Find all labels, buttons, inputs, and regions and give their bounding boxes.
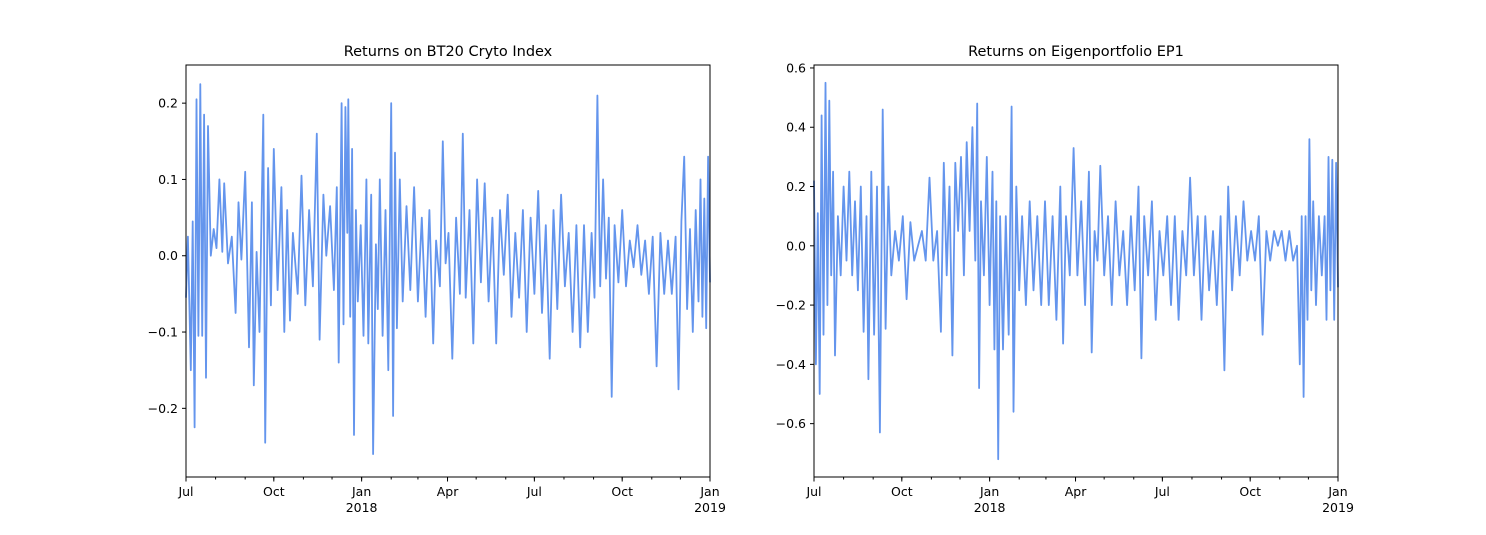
y-tick-label: 0.0 <box>158 248 178 263</box>
y-tick-label: 0.2 <box>158 96 178 111</box>
y-tick-label: −0.4 <box>776 357 806 372</box>
chart-panel-bt20: Returns on BT20 Cryto Index −0.2 −0.1 0.0 0… <box>148 44 726 515</box>
x-tick-label: Apr <box>437 484 459 499</box>
y-tick-label: 0.6 <box>786 60 806 75</box>
x-tick-label: Oct <box>263 484 285 499</box>
series-line <box>813 81 1339 461</box>
x-tick-label: Oct <box>1239 484 1261 499</box>
x-tick-year-label: 2018 <box>974 500 1006 515</box>
x-tick-label: Oct <box>611 484 633 499</box>
chart-title: Returns on Eigenportfolio EP1 <box>968 44 1184 60</box>
y-tick-label: −0.1 <box>148 325 178 340</box>
chart-title: Returns on BT20 Cryto Index <box>344 44 553 60</box>
x-tick-label: Jan <box>699 484 719 499</box>
y-tick-label: −0.2 <box>148 401 178 416</box>
x-tick-label: Jan <box>1327 484 1347 499</box>
x-tick-label: Oct <box>891 484 913 499</box>
x-tick-label: Apr <box>1065 484 1087 499</box>
plot-frame <box>813 64 1339 478</box>
y-tick-label: 0.4 <box>786 120 806 135</box>
x-tick-label: Jul <box>526 484 542 499</box>
x-tick-year-label: 2019 <box>694 500 726 515</box>
x-tick-label: Jan <box>351 484 371 499</box>
chart-panel-ep1: Returns on Eigenportfolio EP1 −0.6 −0.4 −0… <box>776 44 1354 515</box>
y-tick-label: −0.2 <box>776 298 806 313</box>
x-tick-label: Jul <box>177 484 193 499</box>
y-tick-label: 0.1 <box>158 172 178 187</box>
x-tick-label: Jan <box>979 484 999 499</box>
series-line <box>185 83 711 455</box>
y-tick-label: −0.6 <box>776 416 806 431</box>
x-tick-label: Jul <box>1154 484 1170 499</box>
x-tick-year-label: 2019 <box>1322 500 1354 515</box>
x-tick-year-label: 2018 <box>346 500 378 515</box>
y-tick-label: 0.0 <box>786 238 806 253</box>
y-tick-label: 0.2 <box>786 179 806 194</box>
x-tick-label: Jul <box>805 484 821 499</box>
